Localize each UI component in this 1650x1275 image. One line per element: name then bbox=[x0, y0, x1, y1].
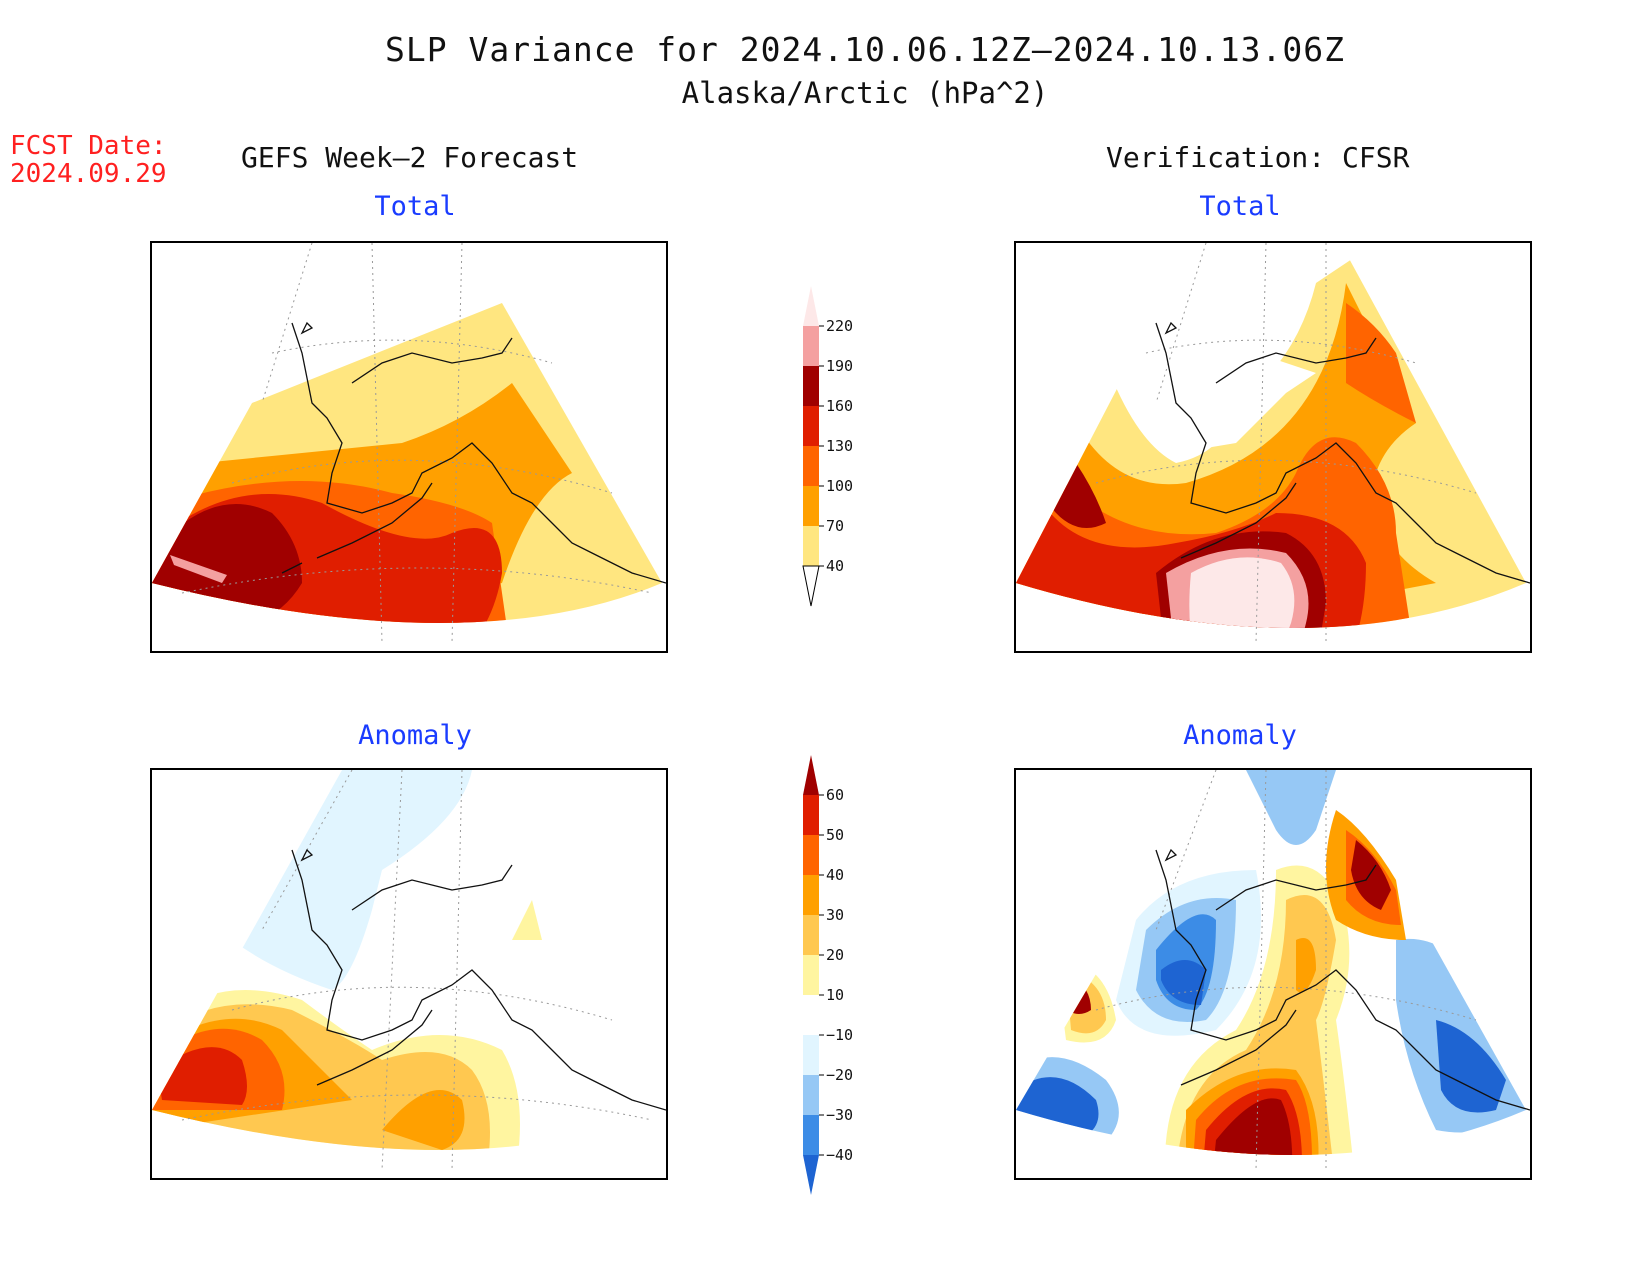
forecast-anomaly-contours bbox=[152, 770, 666, 1171]
colorbar-tick-label: −40 bbox=[826, 1146, 853, 1164]
colorbar-box bbox=[803, 915, 819, 955]
colorbar-tick-label: −10 bbox=[826, 1026, 853, 1044]
colorbar-box bbox=[803, 1115, 819, 1155]
colorbar-box bbox=[803, 1075, 819, 1115]
forecast-date-value: 2024.09.29 bbox=[10, 159, 167, 189]
colorbar-box bbox=[803, 366, 819, 406]
colorbar-tick-label: −20 bbox=[826, 1066, 853, 1084]
colorbar-tick-label: 70 bbox=[826, 517, 844, 535]
colorbar-box bbox=[803, 955, 819, 995]
contour-50 bbox=[157, 1047, 247, 1105]
colorbar-tick-label: 20 bbox=[826, 946, 844, 964]
colorbar-top-tip bbox=[803, 755, 819, 795]
contour-190 bbox=[170, 555, 227, 583]
colorbar-tick-label: 160 bbox=[826, 397, 853, 415]
colorbar-top-tip bbox=[803, 286, 819, 326]
colorbar-box bbox=[803, 795, 819, 835]
colorbar-tick-label: 50 bbox=[826, 826, 844, 844]
forecast-total-contours bbox=[152, 243, 666, 644]
forecast-date-label: FCST Date: bbox=[10, 131, 167, 161]
contour-30 bbox=[1296, 938, 1316, 993]
colorbar-box bbox=[803, 326, 819, 366]
verification-column-title: Verification: CFSR bbox=[1106, 141, 1410, 174]
anomaly-colorbar: 60 50 40 30 20 10 −10 −20 −30 −40 bbox=[803, 755, 853, 1195]
verification-total-map bbox=[1014, 241, 1532, 653]
verification-total-title: Total bbox=[1199, 191, 1281, 222]
contour-neg10 bbox=[232, 770, 472, 990]
figure-title: SLP Variance for 2024.10.06.12Z–2024.10.… bbox=[385, 30, 1345, 69]
contour-220 bbox=[1189, 557, 1295, 628]
coastline bbox=[1155, 848, 1530, 1111]
colorbar-box bbox=[803, 406, 819, 446]
colorbar-box bbox=[803, 1035, 819, 1075]
colorbar-tick-label: 220 bbox=[826, 317, 853, 335]
colorbar-box bbox=[803, 995, 819, 1035]
verification-anomaly-title: Anomaly bbox=[1183, 720, 1297, 751]
verification-anomaly-map bbox=[1014, 768, 1532, 1180]
verification-anomaly-contours bbox=[1016, 770, 1530, 1171]
colorbar-tick-label: −30 bbox=[826, 1106, 853, 1124]
forecast-column-title: GEFS Week–2 Forecast bbox=[241, 141, 579, 174]
coastline bbox=[1155, 321, 1530, 584]
colorbar-box bbox=[803, 875, 819, 915]
colorbar-tick-label: 60 bbox=[826, 786, 844, 804]
colorbar-tick-label: 40 bbox=[826, 866, 844, 884]
colorbar-tick-label: 40 bbox=[826, 557, 844, 575]
colorbar-box bbox=[803, 526, 819, 566]
colorbar-tick-label: 100 bbox=[826, 477, 853, 495]
coastline bbox=[281, 321, 666, 584]
colorbar-tick-label: 10 bbox=[826, 986, 844, 1004]
forecast-anomaly-title: Anomaly bbox=[358, 720, 472, 751]
total-colorbar: 220 190 160 130 100 70 40 bbox=[802, 286, 853, 607]
colorbar-box bbox=[803, 486, 819, 526]
coastline bbox=[291, 848, 666, 1111]
colorbar-tick-label: 190 bbox=[826, 357, 853, 375]
forecast-total-map bbox=[150, 241, 668, 653]
colorbar-tick-label: 130 bbox=[826, 437, 853, 455]
contour-60 bbox=[1211, 1098, 1293, 1155]
figure-subtitle: Alaska/Arctic (hPa^2) bbox=[681, 76, 1049, 110]
colorbar-bottom-tip bbox=[803, 1155, 819, 1195]
colorbar-tick-label: 30 bbox=[826, 906, 844, 924]
colorbar-bottom-tip bbox=[802, 565, 820, 607]
colorbar-box bbox=[803, 835, 819, 875]
forecast-anomaly-map bbox=[150, 768, 668, 1180]
forecast-total-title: Total bbox=[374, 191, 456, 222]
verification-total-contours bbox=[1016, 243, 1530, 644]
colorbar-box bbox=[803, 446, 819, 486]
